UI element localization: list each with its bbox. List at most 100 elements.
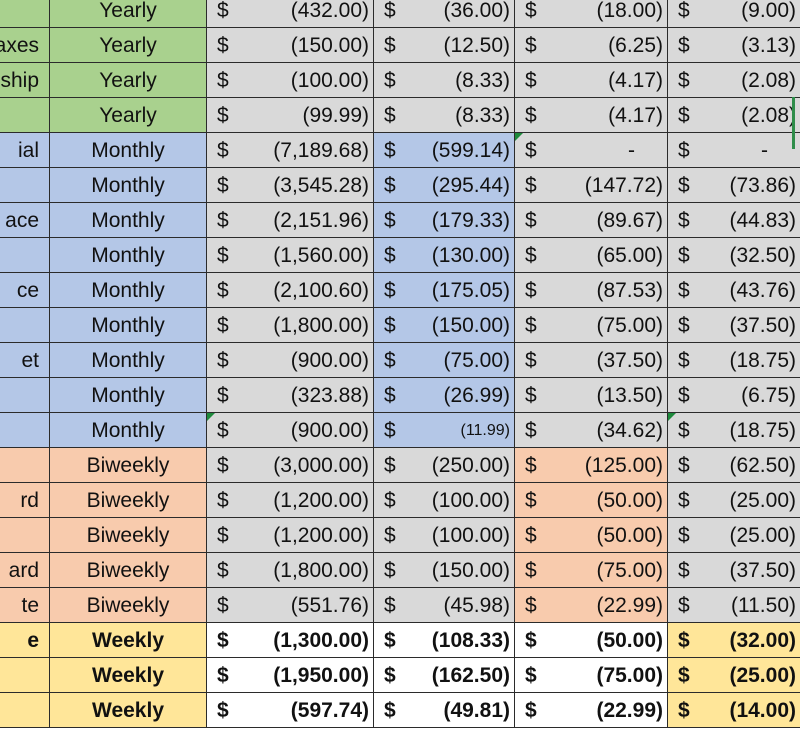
cell-amount[interactable]: $ (12.50) <box>374 28 515 63</box>
cell-amount[interactable]: $ (32.00) <box>668 623 800 658</box>
cell-amount[interactable]: $ (14.00) <box>668 693 800 728</box>
cell-label[interactable] <box>0 413 50 448</box>
cell-amount[interactable]: $ (22.99) <box>515 693 668 728</box>
cell-label[interactable] <box>0 0 50 28</box>
cell-frequency[interactable]: Monthly <box>50 308 207 343</box>
cell-amount[interactable]: $ (26.99) <box>374 378 515 413</box>
cell-label[interactable]: ard <box>0 553 50 588</box>
cell-amount[interactable]: $ (50.00) <box>515 518 668 553</box>
cell-frequency[interactable]: Monthly <box>50 413 207 448</box>
cell-amount[interactable]: $ (44.83) <box>668 203 800 238</box>
cell-frequency[interactable]: Monthly <box>50 343 207 378</box>
cell-amount[interactable]: $ (1,200.00) <box>207 483 374 518</box>
cell-amount[interactable]: $ (1,800.00) <box>207 553 374 588</box>
cell-amount[interactable]: $ (2,100.60) <box>207 273 374 308</box>
cell-amount[interactable]: $ (45.98) <box>374 588 515 623</box>
cell-frequency[interactable]: Yearly <box>50 28 207 63</box>
cell-amount[interactable]: $ (150.00) <box>207 28 374 63</box>
cell-label[interactable]: ace <box>0 203 50 238</box>
cell-frequency[interactable]: Monthly <box>50 238 207 273</box>
cell-amount[interactable]: $ (11.50) <box>668 588 800 623</box>
cell-amount[interactable]: $ (18.75) <box>668 413 800 448</box>
cell-frequency[interactable]: Monthly <box>50 133 207 168</box>
cell-amount[interactable]: $ (1,800.00) <box>207 308 374 343</box>
cell-amount[interactable]: $ (179.33) <box>374 203 515 238</box>
cell-amount[interactable]: $ (3,545.28) <box>207 168 374 203</box>
cell-amount[interactable]: $ (32.50) <box>668 238 800 273</box>
cell-frequency[interactable]: Monthly <box>50 168 207 203</box>
cell-frequency[interactable]: Biweekly <box>50 588 207 623</box>
cell-label[interactable] <box>0 448 50 483</box>
cell-frequency[interactable]: Yearly <box>50 98 207 133</box>
cell-amount[interactable]: $ (18.75) <box>668 343 800 378</box>
cell-amount[interactable]: $ (65.00) <box>515 238 668 273</box>
cell-amount[interactable]: $ (147.72) <box>515 168 668 203</box>
cell-amount[interactable]: $ (37.50) <box>668 308 800 343</box>
cell-amount[interactable]: $ (75.00) <box>515 553 668 588</box>
cell-label[interactable]: ce <box>0 273 50 308</box>
cell-amount[interactable]: $ (8.33) <box>374 98 515 133</box>
cell-amount[interactable]: $ (162.50) <box>374 658 515 693</box>
cell-amount[interactable]: $ (89.67) <box>515 203 668 238</box>
cell-amount[interactable]: $ (75.00) <box>515 658 668 693</box>
cell-amount[interactable]: $ (22.99) <box>515 588 668 623</box>
cell-amount[interactable]: $ (295.44) <box>374 168 515 203</box>
cell-frequency[interactable]: Biweekly <box>50 553 207 588</box>
cell-amount[interactable]: $ (4.17) <box>515 98 668 133</box>
cell-amount[interactable]: $ (8.33) <box>374 63 515 98</box>
cell-label[interactable]: ial <box>0 133 50 168</box>
cell-amount[interactable]: $ (37.50) <box>515 343 668 378</box>
cell-amount[interactable]: $ (75.00) <box>374 343 515 378</box>
cell-amount[interactable]: $ - <box>515 133 668 168</box>
cell-amount[interactable]: $ (2.08) <box>668 63 800 98</box>
cell-frequency[interactable]: Biweekly <box>50 483 207 518</box>
cell-amount[interactable]: $ (62.50) <box>668 448 800 483</box>
cell-frequency[interactable]: Yearly <box>50 0 207 28</box>
cell-amount[interactable]: $ (1,560.00) <box>207 238 374 273</box>
cell-amount[interactable]: $ (13.50) <box>515 378 668 413</box>
cell-amount[interactable]: $ (4.17) <box>515 63 668 98</box>
cell-amount[interactable]: $ (2.08) <box>668 98 800 133</box>
cell-amount[interactable]: $ (100.00) <box>374 518 515 553</box>
cell-label[interactable] <box>0 518 50 553</box>
cell-label[interactable] <box>0 658 50 693</box>
cell-amount[interactable]: $ (125.00) <box>515 448 668 483</box>
cell-amount[interactable]: $ (150.00) <box>374 308 515 343</box>
cell-frequency[interactable]: Monthly <box>50 273 207 308</box>
cell-frequency[interactable]: Yearly <box>50 63 207 98</box>
cell-label[interactable] <box>0 98 50 133</box>
cell-label[interactable] <box>0 693 50 728</box>
comment-indicator-icon[interactable] <box>515 133 523 141</box>
cell-label[interactable]: e <box>0 623 50 658</box>
cell-amount[interactable]: $ (49.81) <box>374 693 515 728</box>
cell-amount[interactable]: $ (36.00) <box>374 0 515 28</box>
cell-frequency[interactable]: Monthly <box>50 378 207 413</box>
cell-amount[interactable]: $ (432.00) <box>207 0 374 28</box>
cell-amount[interactable]: $ (37.50) <box>668 553 800 588</box>
cell-label[interactable] <box>0 238 50 273</box>
cell-amount[interactable]: $ (34.62) <box>515 413 668 448</box>
cell-amount[interactable]: $ (1,200.00) <box>207 518 374 553</box>
cell-amount[interactable]: $ (130.00) <box>374 238 515 273</box>
cell-amount[interactable]: $ (323.88) <box>207 378 374 413</box>
cell-amount[interactable]: $ (6.75) <box>668 378 800 413</box>
cell-amount[interactable]: $ (11.99) <box>374 413 515 448</box>
cell-amount[interactable]: $ (900.00) <box>207 413 374 448</box>
cell-frequency[interactable]: Biweekly <box>50 448 207 483</box>
cell-amount[interactable]: $ (100.00) <box>374 483 515 518</box>
cell-frequency[interactable]: Weekly <box>50 693 207 728</box>
cell-amount[interactable]: $ (18.00) <box>515 0 668 28</box>
cell-label[interactable]: ship <box>0 63 50 98</box>
cell-amount[interactable]: $ (7,189.68) <box>207 133 374 168</box>
cell-amount[interactable]: $ (597.74) <box>207 693 374 728</box>
cell-frequency[interactable]: Biweekly <box>50 518 207 553</box>
cell-label[interactable]: et <box>0 343 50 378</box>
cell-amount[interactable]: $ (25.00) <box>668 518 800 553</box>
cell-label[interactable] <box>0 308 50 343</box>
cell-amount[interactable]: $ (175.05) <box>374 273 515 308</box>
cell-label[interactable]: te <box>0 588 50 623</box>
cell-amount[interactable]: $ (1,300.00) <box>207 623 374 658</box>
comment-indicator-icon[interactable] <box>207 413 215 421</box>
cell-amount[interactable]: $ (900.00) <box>207 343 374 378</box>
cell-amount[interactable]: $ (3.13) <box>668 28 800 63</box>
